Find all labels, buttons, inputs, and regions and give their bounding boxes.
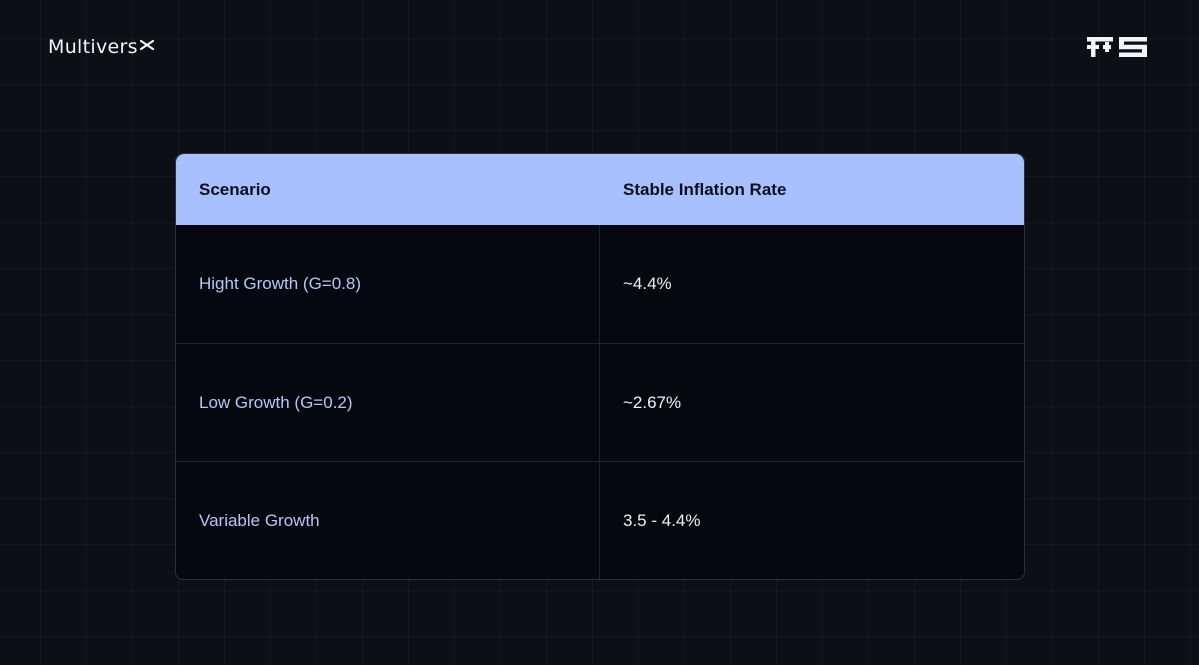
header-stable-inflation-rate: Stable Inflation Rate xyxy=(623,179,787,199)
table-body: Hight Growth (G=0.8) ~4.4% Low Growth (G… xyxy=(176,225,1024,579)
table-row: Variable Growth 3.5 - 4.4% xyxy=(176,461,1024,579)
rate-cell: ~2.67% xyxy=(623,392,682,412)
brand-logo: Multivers xyxy=(48,36,154,58)
table-row: Low Growth (G=0.2) ~2.67% xyxy=(176,343,1024,461)
scenario-cell: Hight Growth (G=0.8) xyxy=(176,225,600,343)
rate-cell: 3.5 - 4.4% xyxy=(623,510,701,530)
fs-logo-icon xyxy=(1087,37,1149,62)
header-scenario: Scenario xyxy=(199,179,271,199)
scenario-cell: Variable Growth xyxy=(176,462,600,579)
scenario-cell: Low Growth (G=0.2) xyxy=(176,344,600,461)
multiversx-x-icon xyxy=(139,33,154,55)
brand-name: Multivers xyxy=(48,36,138,58)
inflation-table: Scenario Stable Inflation Rate Hight Gro… xyxy=(175,153,1025,580)
table-header: Scenario Stable Inflation Rate xyxy=(176,154,1024,225)
table-row: Hight Growth (G=0.8) ~4.4% xyxy=(176,225,1024,343)
rate-cell: ~4.4% xyxy=(623,274,672,293)
